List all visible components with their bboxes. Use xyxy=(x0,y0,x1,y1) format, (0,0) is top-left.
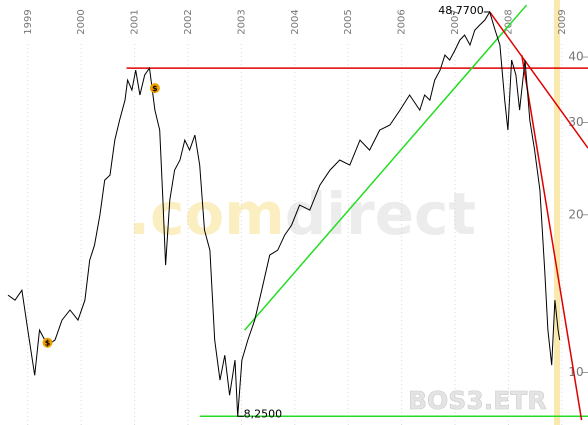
price-line xyxy=(7,10,561,417)
event-marker xyxy=(42,337,53,348)
x-tick-label: 2001 xyxy=(130,9,141,34)
x-tick-label: 2004 xyxy=(290,9,301,34)
x-tick-label: 2003 xyxy=(236,9,247,34)
x-tick-label: 2002 xyxy=(183,9,194,34)
trend-line xyxy=(244,4,528,331)
x-tick-label: 2007 xyxy=(450,9,461,34)
event-label: $ xyxy=(152,84,158,93)
y-tick-label: 20 xyxy=(568,207,583,221)
event-label: $ xyxy=(45,339,51,348)
y-tick-label: 40 xyxy=(568,50,583,64)
x-tick-label: 1999 xyxy=(23,9,34,34)
watermark-part: direct xyxy=(285,180,476,248)
annotation-label: 48,7700 xyxy=(438,4,484,17)
x-tick-label: 2000 xyxy=(76,9,87,34)
x-tick-label: 2009 xyxy=(557,9,568,34)
trend-line xyxy=(521,54,583,421)
symbol: BOS3.ETR xyxy=(408,386,547,415)
x-tick-label: 2005 xyxy=(343,9,354,34)
trend-line xyxy=(489,11,588,149)
y-tick-label: 30 xyxy=(568,115,583,129)
x-tick-label: 2006 xyxy=(397,9,408,34)
y-tick-label: 10 xyxy=(568,365,583,379)
annotation-label: 8,2500 xyxy=(244,407,283,420)
event-marker xyxy=(149,83,160,94)
watermark: .comdirect xyxy=(128,180,476,248)
x-tick-label: 2008 xyxy=(503,9,514,34)
highlight-band xyxy=(554,0,561,425)
